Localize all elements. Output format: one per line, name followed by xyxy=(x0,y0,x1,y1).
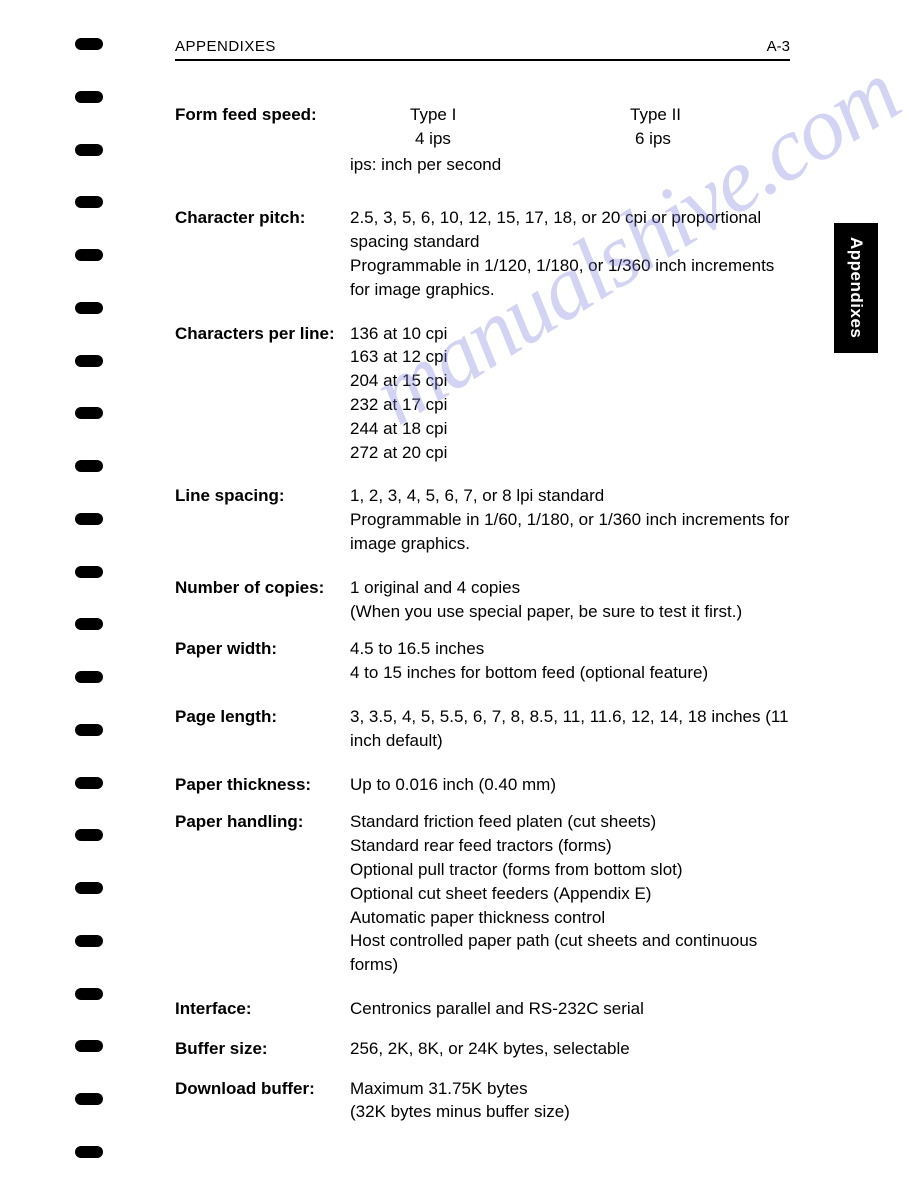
spec-value: Centronics parallel and RS-232C serial xyxy=(350,997,790,1021)
binding-hole xyxy=(75,196,103,208)
spec-paper-width: Paper width: 4.5 to 16.5 inches 4 to 15 … xyxy=(175,637,790,685)
spec-label: Paper width: xyxy=(175,637,350,685)
binding-hole xyxy=(75,513,103,525)
spec-value: Type I Type II 4 ips 6 ips ips: inch per… xyxy=(350,103,790,176)
binding-hole xyxy=(75,829,103,841)
spec-label: Download buffer: xyxy=(175,1077,350,1125)
spec-value: Up to 0.016 inch (0.40 mm) xyxy=(350,773,790,797)
spec-label: Buffer size: xyxy=(175,1037,350,1061)
ffs-type2-val: 6 ips xyxy=(550,127,750,151)
binding-hole xyxy=(75,249,103,261)
cpl-item: 204 at 15 cpi xyxy=(350,369,790,393)
spec-label: Number of copies: xyxy=(175,576,350,624)
binding-hole xyxy=(75,935,103,947)
spec-character-pitch: Character pitch: 2.5, 3, 5, 6, 10, 12, 1… xyxy=(175,206,790,301)
binding-holes xyxy=(75,38,105,1158)
ffs-note: ips: inch per second xyxy=(350,153,790,177)
binding-hole xyxy=(75,882,103,894)
ffs-type1-head: Type I xyxy=(350,103,550,127)
spec-download-buffer: Download buffer: Maximum 31.75K bytes (3… xyxy=(175,1077,790,1125)
binding-hole xyxy=(75,38,103,50)
spec-value: 4.5 to 16.5 inches 4 to 15 inches for bo… xyxy=(350,637,790,685)
spec-value: 1, 2, 3, 4, 5, 6, 7, or 8 lpi standard P… xyxy=(350,484,790,555)
spec-paper-thickness: Paper thickness: Up to 0.016 inch (0.40 … xyxy=(175,773,790,797)
page-header: APPENDIXES A-3 xyxy=(175,38,790,61)
binding-hole xyxy=(75,302,103,314)
binding-hole xyxy=(75,355,103,367)
ffs-type1-val: 4 ips xyxy=(350,127,550,151)
spec-value: 136 at 10 cpi 163 at 12 cpi 204 at 15 cp… xyxy=(350,322,790,465)
binding-hole xyxy=(75,566,103,578)
cpl-item: 163 at 12 cpi xyxy=(350,345,790,369)
header-page-number: A-3 xyxy=(767,38,790,55)
cpl-item: 272 at 20 cpi xyxy=(350,441,790,465)
spec-page-length: Page length: 3, 3.5, 4, 5, 5.5, 6, 7, 8,… xyxy=(175,705,790,753)
spec-label: Form feed speed: xyxy=(175,103,350,176)
binding-hole xyxy=(75,671,103,683)
spec-line-spacing: Line spacing: 1, 2, 3, 4, 5, 6, 7, or 8 … xyxy=(175,484,790,555)
spec-buffer-size: Buffer size: 256, 2K, 8K, or 24K bytes, … xyxy=(175,1037,790,1061)
spec-interface: Interface: Centronics parallel and RS-23… xyxy=(175,997,790,1021)
cpl-item: 136 at 10 cpi xyxy=(350,322,790,346)
spec-form-feed-speed: Form feed speed: Type I Type II 4 ips 6 … xyxy=(175,103,790,176)
spec-label: Interface: xyxy=(175,997,350,1021)
spec-number-of-copies: Number of copies: 1 original and 4 copie… xyxy=(175,576,790,624)
spec-value: 1 original and 4 copies (When you use sp… xyxy=(350,576,790,624)
spec-label: Characters per line: xyxy=(175,322,350,465)
binding-hole xyxy=(75,407,103,419)
binding-hole xyxy=(75,724,103,736)
spec-value: Maximum 31.75K bytes (32K bytes minus bu… xyxy=(350,1077,790,1125)
binding-hole xyxy=(75,1146,103,1158)
side-tab-appendixes: Appendixes xyxy=(834,223,878,353)
spec-label: Character pitch: xyxy=(175,206,350,301)
binding-hole xyxy=(75,618,103,630)
cpl-item: 244 at 18 cpi xyxy=(350,417,790,441)
spec-value: 256, 2K, 8K, or 24K bytes, selectable xyxy=(350,1037,790,1061)
binding-hole xyxy=(75,777,103,789)
spec-label: Line spacing: xyxy=(175,484,350,555)
spec-label: Paper handling: xyxy=(175,810,350,977)
binding-hole xyxy=(75,988,103,1000)
spec-chars-per-line: Characters per line: 136 at 10 cpi 163 a… xyxy=(175,322,790,465)
binding-hole xyxy=(75,144,103,156)
spec-value: 2.5, 3, 5, 6, 10, 12, 15, 17, 18, or 20 … xyxy=(350,206,790,301)
binding-hole xyxy=(75,91,103,103)
spec-label: Paper thickness: xyxy=(175,773,350,797)
binding-hole xyxy=(75,1040,103,1052)
binding-hole xyxy=(75,460,103,472)
side-tab-label: Appendixes xyxy=(846,237,866,338)
spec-label: Page length: xyxy=(175,705,350,753)
spec-value: 3, 3.5, 4, 5, 5.5, 6, 7, 8, 8.5, 11, 11.… xyxy=(350,705,790,753)
spec-value: Standard friction feed platen (cut sheet… xyxy=(350,810,790,977)
binding-hole xyxy=(75,1093,103,1105)
page-content: APPENDIXES A-3 manualshive.com Form feed… xyxy=(175,38,790,1144)
header-section: APPENDIXES xyxy=(175,38,276,55)
cpl-item: 232 at 17 cpi xyxy=(350,393,790,417)
spec-paper-handling: Paper handling: Standard friction feed p… xyxy=(175,810,790,977)
ffs-type2-head: Type II xyxy=(550,103,750,127)
